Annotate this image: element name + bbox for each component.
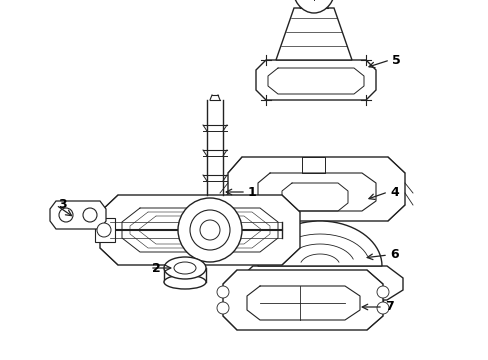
Circle shape — [376, 302, 388, 314]
Polygon shape — [258, 221, 381, 266]
Circle shape — [178, 198, 242, 262]
Circle shape — [190, 210, 229, 250]
Polygon shape — [100, 195, 299, 265]
Polygon shape — [95, 218, 115, 242]
Text: 3: 3 — [58, 198, 66, 211]
Polygon shape — [240, 266, 402, 300]
Circle shape — [83, 208, 97, 222]
Text: 6: 6 — [389, 248, 398, 261]
Circle shape — [376, 286, 388, 298]
Polygon shape — [275, 8, 351, 60]
Polygon shape — [256, 60, 375, 100]
Polygon shape — [227, 157, 404, 221]
Circle shape — [217, 302, 228, 314]
Text: 5: 5 — [391, 54, 400, 67]
Circle shape — [59, 208, 73, 222]
Text: 2: 2 — [152, 261, 161, 274]
Circle shape — [200, 220, 220, 240]
Circle shape — [97, 223, 111, 237]
Text: 4: 4 — [389, 185, 398, 198]
Circle shape — [217, 286, 228, 298]
Ellipse shape — [163, 257, 205, 279]
Text: 1: 1 — [247, 185, 256, 198]
Polygon shape — [223, 270, 382, 330]
Text: 7: 7 — [384, 301, 393, 314]
Ellipse shape — [291, 0, 335, 13]
Ellipse shape — [174, 262, 196, 274]
Ellipse shape — [163, 275, 205, 289]
Polygon shape — [50, 201, 106, 229]
